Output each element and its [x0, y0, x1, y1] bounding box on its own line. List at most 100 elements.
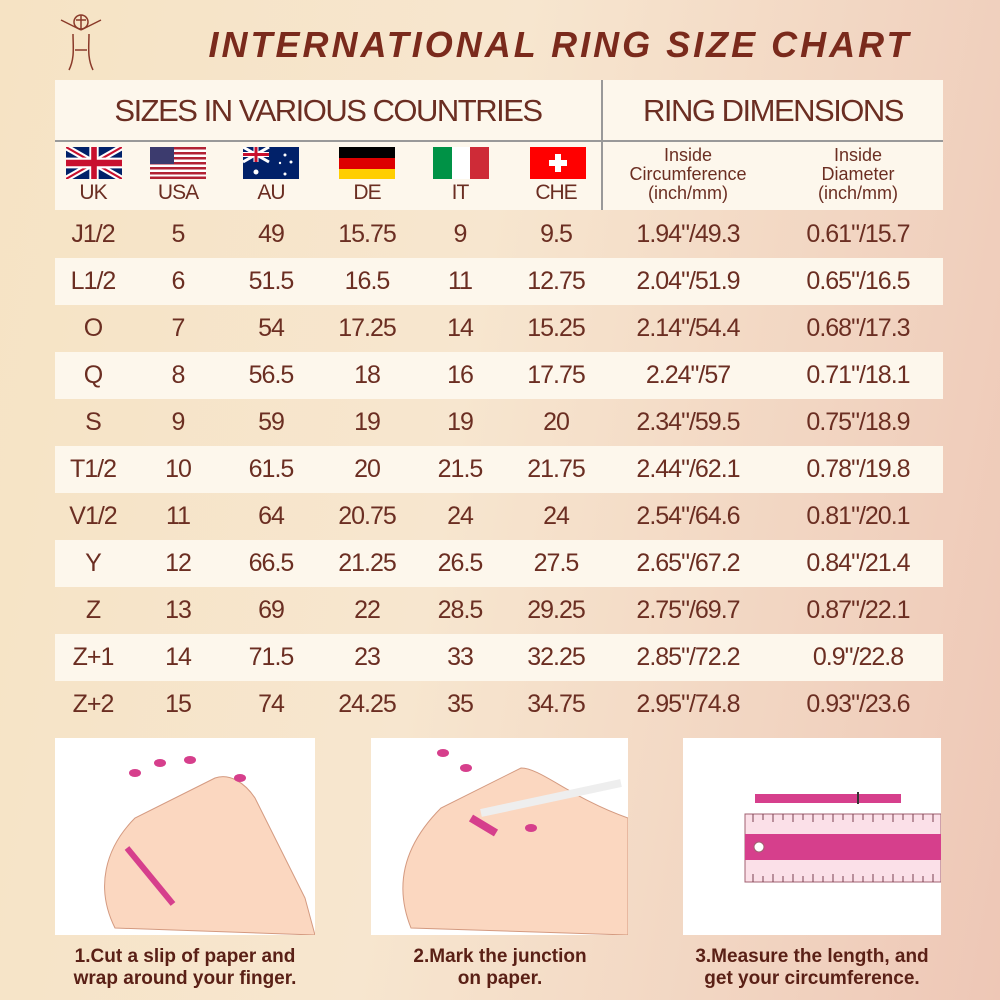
cell-au: 74 [258, 690, 285, 718]
header-divider [55, 140, 943, 142]
table-row: L1/2 6 51.5 16.5 11 12.75 2.04"/51.9 0.65"/16.5 [55, 258, 943, 305]
caption-line: 3.Measure the length, and [695, 946, 929, 967]
header-divider [601, 80, 603, 210]
table-row: Y 12 66.5 21.25 26.5 27.5 2.65"/67.2 0.84"/21.4 [55, 540, 943, 587]
cell-it: 19 [447, 408, 474, 436]
cell-de: 22 [354, 596, 381, 624]
heading-line: (inch/mm) [818, 183, 898, 203]
cell-au: 71.5 [248, 643, 295, 671]
cell-it: 35 [447, 690, 474, 718]
cell-che: 20 [543, 408, 570, 436]
cell-uk: L1/2 [70, 267, 117, 295]
cell-diameter: 0.78"/19.8 [806, 455, 910, 483]
country-label-uk: UK [79, 181, 107, 204]
cell-au: 54 [258, 314, 285, 342]
cell-che: 34.75 [527, 690, 586, 718]
cell-uk: S [85, 408, 102, 436]
cell-diameter: 0.68"/17.3 [806, 314, 910, 342]
table-row: J1/2 5 49 15.75 9 9.5 1.94"/49.3 0.61"/15.7 [55, 211, 943, 258]
cell-usa: 7 [171, 314, 186, 342]
chart-title: INTERNATIONAL RING SIZE CHART [208, 24, 912, 65]
cell-it: 26.5 [437, 549, 484, 577]
usa-flag-icon [150, 147, 206, 179]
circumference-heading: Inside Circumference (inch/mm) [608, 146, 768, 203]
cell-au: 61.5 [248, 455, 295, 483]
heading-line: (inch/mm) [648, 183, 728, 203]
cell-usa: 12 [165, 549, 192, 577]
cell-circumference: 2.44"/62.1 [636, 455, 740, 483]
ruler-with-paper-icon [744, 792, 942, 883]
table-row: V1/2 11 64 20.75 24 24 2.54"/64.6 0.81"/20.1 [55, 493, 943, 540]
cell-it: 16 [447, 361, 474, 389]
caption-line: 2.Mark the junction [413, 946, 587, 967]
cell-au: 64 [258, 502, 285, 530]
step2-illustration [371, 738, 629, 936]
cell-usa: 14 [165, 643, 192, 671]
cell-diameter: 0.9"/22.8 [812, 643, 904, 671]
hand-with-paper-icon [104, 756, 316, 936]
country-label-che: CHE [535, 181, 577, 204]
cell-au: 59 [258, 408, 285, 436]
country-label-it: IT [451, 181, 470, 204]
italy-flag-icon [433, 147, 489, 179]
cell-au: 56.5 [248, 361, 295, 389]
cell-circumference: 1.94"/49.3 [636, 220, 740, 248]
table-row: Z+2 15 74 24.25 35 34.75 2.95"/74.8 0.93"/23.6 [55, 681, 943, 728]
cell-che: 24 [543, 502, 570, 530]
cell-circumference: 2.85"/72.2 [636, 643, 740, 671]
cell-usa: 15 [165, 690, 192, 718]
cell-usa: 8 [171, 361, 186, 389]
cell-de: 23 [354, 643, 381, 671]
cell-diameter: 0.93"/23.6 [806, 690, 910, 718]
cell-circumference: 2.54"/64.6 [636, 502, 740, 530]
heading-line: Inside [833, 145, 883, 165]
cell-uk: Z+2 [72, 690, 115, 718]
country-label-de: DE [353, 181, 381, 204]
cell-it: 33 [447, 643, 474, 671]
table-row: T1/2 10 61.5 20 21.5 21.75 2.44"/62.1 0.78"/19.… [55, 446, 943, 493]
cell-uk: T1/2 [69, 455, 117, 483]
table-row: S 9 59 19 19 20 2.34"/59.5 0.75"/18.9 [55, 399, 943, 446]
cell-au: 69 [258, 596, 285, 624]
cell-de: 21.25 [338, 549, 397, 577]
cell-diameter: 0.87"/22.1 [806, 596, 910, 624]
cell-it: 14 [447, 314, 474, 342]
cell-it: 11 [448, 267, 473, 295]
cell-diameter: 0.84"/21.4 [806, 549, 910, 577]
cell-de: 19 [354, 408, 381, 436]
cell-che: 32.25 [527, 643, 586, 671]
cell-circumference: 2.14"/54.4 [636, 314, 740, 342]
step3-illustration [683, 738, 942, 935]
cell-che: 9.5 [540, 220, 573, 248]
heading-line: Circumference [629, 164, 747, 184]
country-label-au: AU [257, 181, 285, 204]
table-row: Q 8 56.5 18 16 17.75 2.24"/57 0.71"/18.1 [55, 352, 943, 399]
caption-line: on paper. [457, 968, 543, 989]
country-label-usa: USA [157, 181, 199, 204]
cell-uk: J1/2 [71, 220, 115, 248]
cell-usa: 6 [171, 267, 186, 295]
caption-line: get your circumference. [704, 968, 920, 989]
table-row: O 7 54 17.25 14 15.25 2.14"/54.4 0.68"/17.3 [55, 305, 943, 352]
step1-caption: 1.Cut a slip of paper and wrap around you… [35, 946, 335, 990]
cell-che: 27.5 [533, 549, 580, 577]
jesus-logo-icon [60, 14, 102, 71]
table-row: Z+1 14 71.5 23 33 32.25 2.85"/72.2 0.9"/22.8 [55, 634, 943, 681]
cell-it: 21.5 [437, 455, 484, 483]
heading-line: Diameter [821, 164, 895, 184]
cell-diameter: 0.65"/16.5 [806, 267, 910, 295]
cell-de: 24.25 [338, 690, 397, 718]
cell-circumference: 2.95"/74.8 [636, 690, 740, 718]
cell-usa: 5 [171, 220, 186, 248]
cell-au: 66.5 [248, 549, 295, 577]
cell-diameter: 0.75"/18.9 [806, 408, 910, 436]
sizes-section-heading: SIZES IN VARIOUS COUNTRIES [114, 93, 543, 128]
switzerland-flag-icon [530, 147, 586, 179]
cell-usa: 9 [171, 408, 186, 436]
cell-usa: 13 [165, 596, 192, 624]
cell-diameter: 0.61"/15.7 [806, 220, 910, 248]
cell-che: 29.25 [527, 596, 586, 624]
cell-it: 9 [453, 220, 468, 248]
table-header: SIZES IN VARIOUS COUNTRIES RING DIMENSIO… [55, 80, 943, 210]
cell-circumference: 2.34"/59.5 [636, 408, 740, 436]
